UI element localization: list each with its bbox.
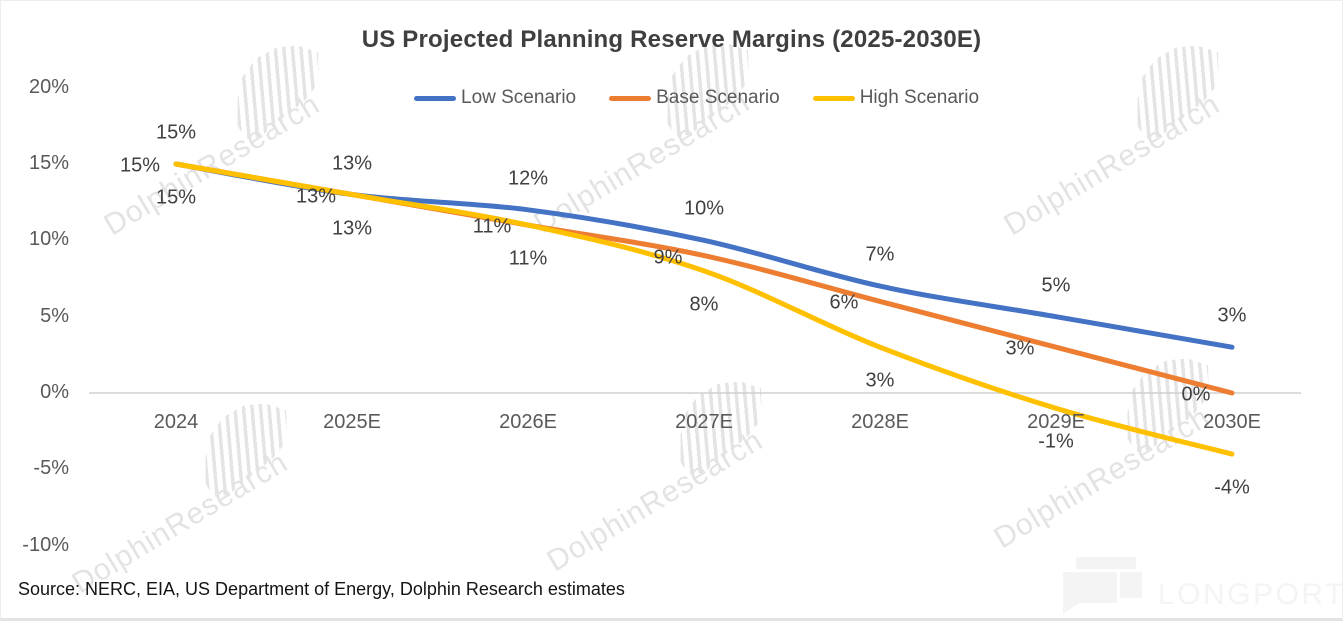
legend-item-high-scenario: High Scenario (812, 87, 980, 109)
legend-label: High Scenario (859, 87, 980, 108)
data-label-base-scenario-2030e: 0% (1181, 383, 1211, 406)
data-label-base-scenario-2026e: 11% (472, 215, 512, 238)
series-line-high-scenario (173, 161, 1235, 457)
x-axis-tick-label: 2026E (499, 411, 557, 433)
y-axis-tick-label: -10% (22, 533, 69, 556)
chart-title: US Projected Planning Reserve Margins (2… (361, 26, 982, 53)
data-label-low-scenario-2027e: 10% (683, 197, 725, 220)
legend-label: Base Scenario (656, 87, 780, 108)
data-label-high-scenario-2026e: 11% (508, 247, 548, 270)
data-label-high-scenario-2028e: 3% (865, 369, 895, 392)
data-label-high-scenario-2029e: -1% (1038, 430, 1074, 453)
data-label-low-scenario-2030e: 3% (1217, 304, 1247, 327)
y-axis-tick-label: 20% (28, 75, 69, 98)
data-label-base-scenario-2027e: 9% (653, 246, 683, 269)
data-label-high-scenario-2030e: -4% (1214, 476, 1250, 499)
x-axis-tick-label: 2030E (1203, 411, 1261, 433)
legend-item-base-scenario: Base Scenario (609, 87, 780, 109)
y-axis-tick-label: 5% (40, 304, 69, 327)
legend-line-swatch (414, 95, 456, 101)
legend-line-swatch (812, 95, 855, 101)
x-axis-tick-label: 2028E (851, 411, 909, 433)
data-label-low-scenario-2029e: 5% (1041, 274, 1071, 297)
data-label-base-scenario-2028e: 6% (829, 291, 859, 314)
x-axis-tick-label: 2024 (153, 411, 199, 433)
data-label-base-scenario-2025e: 13% (295, 185, 337, 208)
x-axis-tick-label: 2027E (675, 411, 733, 433)
y-axis-tick-label: 15% (28, 152, 69, 174)
logo-text: LONGPORT (1158, 578, 1343, 611)
data-label-low-scenario-2026e: 12% (507, 167, 549, 190)
source-note: Source: NERC, EIA, US Department of Ener… (18, 579, 625, 599)
logo-bubble-tail-icon (1063, 603, 1079, 614)
x-axis-tick-label: 2025E (323, 411, 381, 433)
y-axis-tick-label: 10% (28, 228, 69, 251)
legend-label: Low Scenario (461, 87, 577, 108)
data-label-high-scenario-2025e: 13% (331, 217, 373, 240)
data-label-base-scenario-2024: 15% (119, 154, 161, 177)
logo-speech-bubble-icon (1063, 572, 1117, 603)
legend-line-swatch (609, 95, 652, 101)
legend-item-low-scenario: Low Scenario (414, 87, 576, 109)
logo-top-bar-icon (1076, 557, 1136, 569)
data-label-high-scenario-2027e: 8% (689, 293, 719, 316)
data-label-high-scenario-2024: 15% (155, 186, 197, 209)
logo-side-bar-icon (1120, 572, 1142, 598)
data-label-low-scenario-2024: 15% (155, 121, 197, 144)
y-axis-tick-label: 0% (40, 381, 69, 403)
data-label-low-scenario-2025e: 13% (331, 152, 373, 175)
x-axis-tick-label: 2029E (1027, 411, 1085, 433)
data-label-base-scenario-2029e: 3% (1005, 337, 1035, 360)
y-axis-tick-label: -5% (33, 457, 69, 480)
legend: Low Scenario Base Scenario High Scenario (414, 87, 979, 109)
data-label-low-scenario-2028e: 7% (865, 243, 895, 266)
